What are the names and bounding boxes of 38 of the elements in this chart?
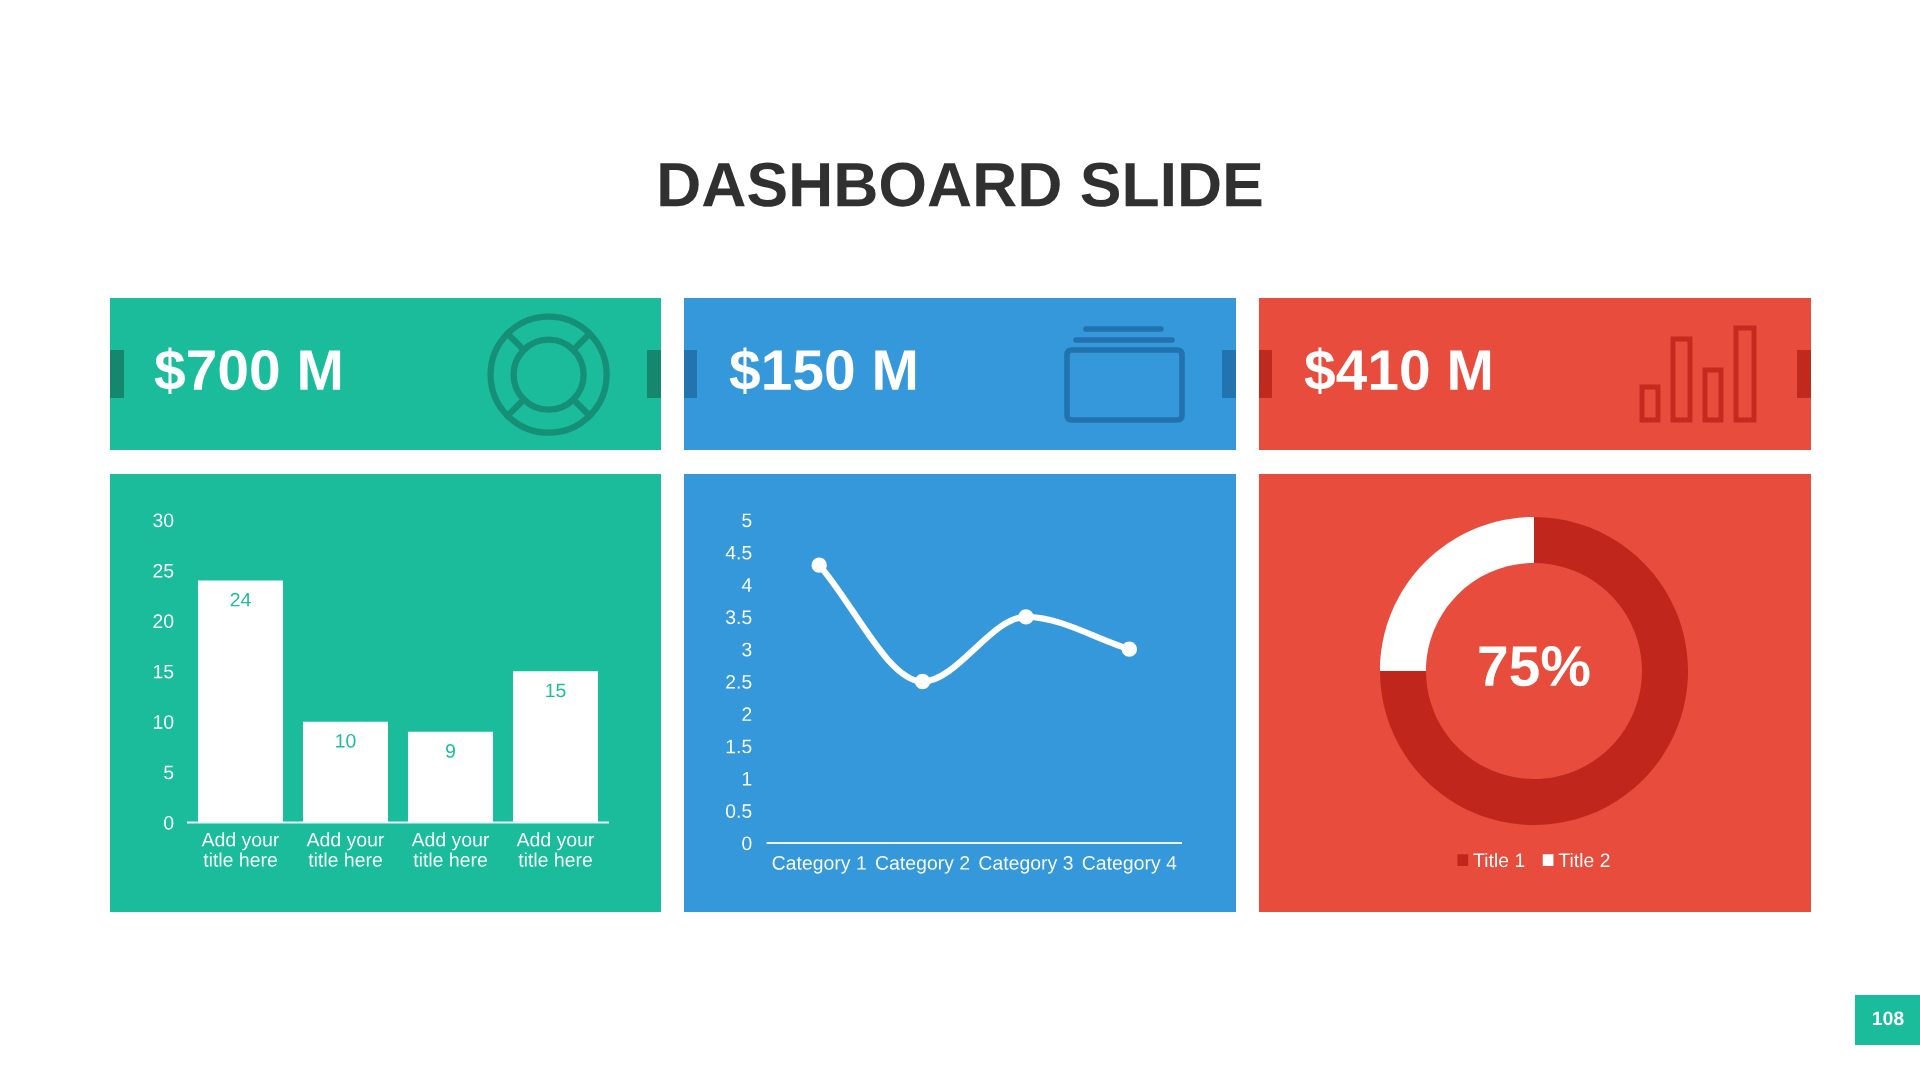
text: $410 M	[1304, 347, 1491, 394]
y-tick-label: 3	[742, 642, 752, 657]
y-tick-label: 5	[742, 513, 752, 528]
text: $700 M	[154, 347, 341, 394]
y-tick-label: 2	[742, 707, 752, 721]
y-tick-label: 0.5	[725, 804, 752, 818]
text: 108	[1873, 1011, 1904, 1026]
x-tick-label: Add your title here	[516, 832, 595, 867]
y-tick-label: 15	[153, 664, 174, 679]
y-tick-label: 4	[741, 578, 752, 592]
legend-label: Title 2	[1558, 852, 1610, 868]
data-label: 10	[336, 733, 356, 748]
x-tick-label: Add your title here	[411, 832, 490, 867]
text: 75%	[1479, 646, 1590, 687]
y-tick-label: 5	[164, 765, 174, 780]
x-tick-label: Category 3	[979, 856, 1073, 874]
text: $150 M	[729, 347, 916, 394]
x-tick-label: Add your title here	[201, 832, 280, 867]
data-label: 9	[446, 744, 455, 758]
y-tick-label: 1	[742, 772, 752, 786]
x-tick-label: Category 1	[772, 856, 866, 874]
text: DASHBOARD SLIDE	[660, 162, 1262, 207]
y-tick-label: 10	[153, 715, 174, 729]
data-label: 24	[230, 592, 251, 607]
y-tick-label: 0	[164, 815, 174, 830]
x-tick-label: Category 4	[1082, 856, 1177, 874]
y-tick-label: 3.5	[725, 610, 752, 625]
data-label: 15	[546, 683, 566, 698]
y-tick-label: 0	[742, 836, 752, 851]
y-tick-label: 1.5	[726, 739, 752, 754]
x-tick-label: Add your title here	[306, 832, 385, 867]
y-tick-label: 2.5	[726, 674, 752, 689]
y-tick-label: 20	[153, 614, 174, 629]
y-tick-label: 4.5	[725, 545, 752, 560]
y-tick-label: 25	[153, 563, 174, 578]
x-tick-label: Category 2	[876, 856, 970, 874]
y-tick-label: 30	[153, 513, 174, 528]
legend-label: Title 1	[1473, 852, 1525, 868]
